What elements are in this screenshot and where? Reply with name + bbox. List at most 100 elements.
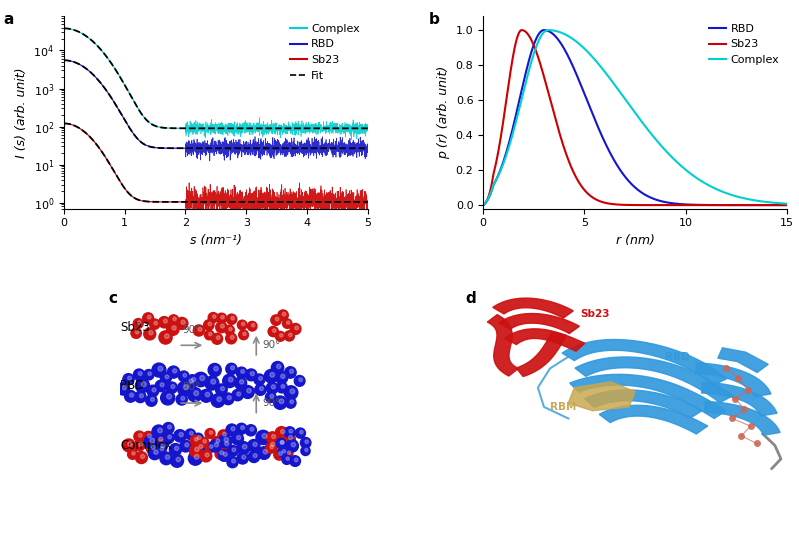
Circle shape [152,363,166,377]
Circle shape [292,442,296,447]
Circle shape [229,327,233,331]
Circle shape [161,391,175,405]
Text: Complex: Complex [120,439,172,452]
Text: 90°: 90° [262,340,280,351]
Circle shape [272,435,276,438]
Polygon shape [562,339,727,385]
Circle shape [193,325,205,336]
Circle shape [227,457,238,468]
Circle shape [135,378,149,393]
Circle shape [301,446,310,456]
Circle shape [222,393,234,405]
Circle shape [171,455,184,467]
Circle shape [150,438,155,443]
Text: b: b [428,12,439,27]
Circle shape [133,369,145,380]
Circle shape [270,373,275,377]
Polygon shape [570,374,726,419]
Circle shape [209,445,213,449]
Circle shape [197,436,201,440]
Circle shape [144,369,154,380]
Circle shape [205,330,214,340]
Circle shape [189,451,202,465]
Circle shape [226,363,237,375]
Circle shape [193,391,199,396]
Circle shape [221,316,225,319]
Circle shape [204,320,214,330]
Circle shape [280,441,284,444]
Circle shape [280,429,285,434]
Circle shape [185,443,189,447]
Polygon shape [585,390,702,419]
Circle shape [166,382,177,393]
Circle shape [173,317,177,321]
Circle shape [240,379,244,384]
Circle shape [276,382,288,393]
Circle shape [151,445,155,449]
Circle shape [300,437,311,448]
Circle shape [287,321,290,324]
Polygon shape [705,401,780,435]
Circle shape [254,374,265,385]
Polygon shape [575,357,733,403]
Circle shape [205,453,209,457]
Circle shape [168,366,180,378]
Circle shape [218,430,229,441]
Circle shape [208,322,212,326]
Circle shape [223,374,237,388]
Circle shape [262,434,267,438]
Circle shape [247,389,252,393]
Circle shape [159,437,163,441]
Circle shape [149,331,153,335]
Circle shape [280,441,284,444]
Circle shape [129,393,133,397]
Circle shape [223,433,226,436]
Circle shape [148,434,152,438]
Circle shape [180,440,192,452]
Circle shape [157,442,167,452]
Circle shape [185,429,196,440]
Circle shape [217,313,227,323]
Circle shape [125,390,137,402]
Circle shape [259,376,262,381]
Circle shape [278,310,288,321]
Circle shape [216,439,220,443]
Circle shape [289,369,293,373]
Circle shape [284,433,296,444]
Circle shape [237,435,240,440]
Circle shape [220,451,224,455]
Circle shape [145,395,157,406]
Circle shape [284,367,296,378]
Y-axis label: I (s) (arb. unit): I (s) (arb. unit) [15,67,28,158]
Circle shape [276,438,286,448]
Circle shape [294,376,305,386]
Circle shape [149,447,161,460]
Circle shape [237,320,247,330]
Circle shape [200,389,213,402]
Circle shape [156,445,166,455]
Circle shape [276,438,286,449]
Text: Sb23: Sb23 [580,309,610,319]
Circle shape [271,442,275,446]
Circle shape [276,427,288,439]
Circle shape [284,386,298,399]
Text: 90°: 90° [183,325,201,334]
Circle shape [200,376,205,381]
Circle shape [276,331,285,341]
Circle shape [265,392,276,403]
Circle shape [158,366,163,371]
Circle shape [256,430,270,444]
Polygon shape [718,348,769,373]
Circle shape [232,433,244,445]
Circle shape [128,450,137,459]
Circle shape [299,378,303,382]
Circle shape [288,436,292,440]
Circle shape [171,384,175,389]
Circle shape [164,319,167,323]
Polygon shape [516,332,566,376]
Circle shape [270,394,274,398]
Circle shape [237,452,248,464]
Circle shape [138,371,142,376]
Circle shape [286,440,298,452]
Circle shape [272,329,276,332]
